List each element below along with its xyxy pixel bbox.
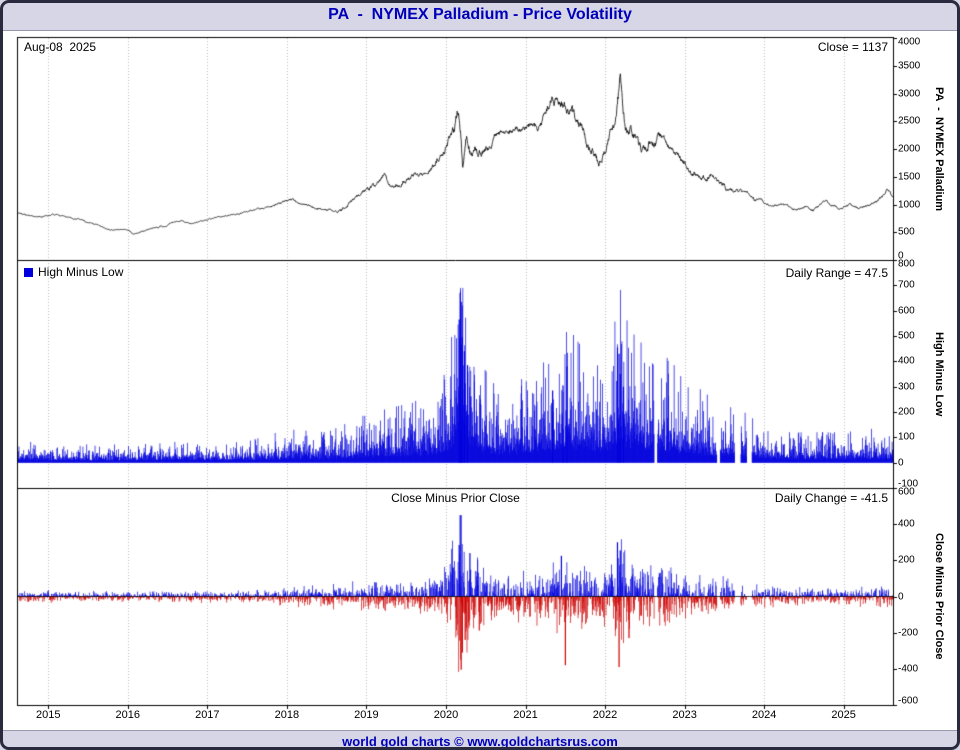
close-value-label: Close = 1137 (817, 40, 888, 54)
title-bar: PA - NYMEX Palladium - Price Volatility (0, 0, 960, 31)
y-axis-tick-label: 3000 (898, 88, 921, 99)
y-axis-tick-label: 2500 (898, 115, 921, 127)
y-axis-tick-label: 800 (898, 258, 915, 270)
legend-swatch-icon (24, 267, 33, 277)
y-axis-tick-label: 400 (898, 355, 915, 367)
x-axis-tick-label: 2016 (115, 709, 141, 721)
daily-range-label: Daily Range = 47.5 (785, 266, 888, 280)
x-axis-tick-label: 2019 (354, 709, 379, 721)
high-minus-low-legend: High Minus Low (24, 265, 123, 279)
y-axis-tick-label: 300 (898, 381, 915, 393)
legend-label: High Minus Low (38, 265, 124, 279)
x-axis-tick-label: 2018 (274, 709, 300, 721)
y-axis-tick-label: 0 (898, 591, 904, 602)
y-axis-tick-label: 3500 (898, 60, 921, 72)
panel2-axis-title: High Minus Low (933, 331, 945, 417)
footer-credit: world gold charts © www.goldchartsrus.co… (342, 733, 618, 749)
y-axis-tick-label: 700 (898, 279, 915, 291)
y-axis-tick-label: 2000 (898, 143, 921, 155)
x-axis-tick-label: 2023 (672, 709, 697, 721)
y-axis-tick-label: 1500 (898, 171, 921, 183)
x-axis-tick-label: 2022 (592, 709, 618, 721)
y-axis-tick-label: 500 (898, 330, 915, 342)
y-axis-tick-label: 100 (898, 431, 915, 443)
y-axis-tick-label: 0 (898, 250, 904, 262)
page-title: PA - NYMEX Palladium - Price Volatility (328, 6, 632, 23)
date-label: Aug-08 2025 (24, 40, 97, 54)
panel3-axis-title: Close Minus Prior Close (933, 533, 945, 660)
y-axis-tick-label: 200 (898, 554, 915, 566)
panel1-axis-title: PA - NYMEX Palladium (933, 86, 945, 212)
y-axis-tick-label: 1000 (898, 199, 921, 210)
y-axis-tick-label: 500 (898, 226, 915, 238)
x-axis-tick-label: 2015 (35, 709, 61, 721)
daily-change-label: Daily Change = -41.5 (774, 491, 888, 505)
x-axis-tick-label: 2017 (195, 709, 220, 721)
y-axis-tick-label: 0 (898, 457, 904, 469)
x-axis-tick-label: 2025 (831, 709, 856, 721)
x-axis-tick-label: 2020 (433, 709, 459, 721)
panel3-title: Close Minus Prior Close (391, 491, 520, 505)
x-axis-tick-label: 2024 (751, 709, 777, 721)
x-axis-tick-label: 2021 (513, 709, 538, 721)
footer-bar: world gold charts © www.goldchartsrus.co… (0, 730, 960, 750)
y-axis-tick-label: -600 (898, 695, 919, 707)
y-axis-tick-label: -400 (898, 663, 919, 675)
y-axis-tick-label: -100 (898, 478, 919, 490)
y-axis-tick-label: 600 (898, 305, 915, 317)
y-axis-tick-label: -200 (898, 627, 919, 639)
y-axis-tick-label: 4000 (898, 36, 921, 48)
y-axis-tick-label: 400 (898, 518, 915, 530)
y-axis-tick-label: 200 (898, 406, 915, 418)
y-axis-tick-label: 600 (898, 486, 915, 498)
